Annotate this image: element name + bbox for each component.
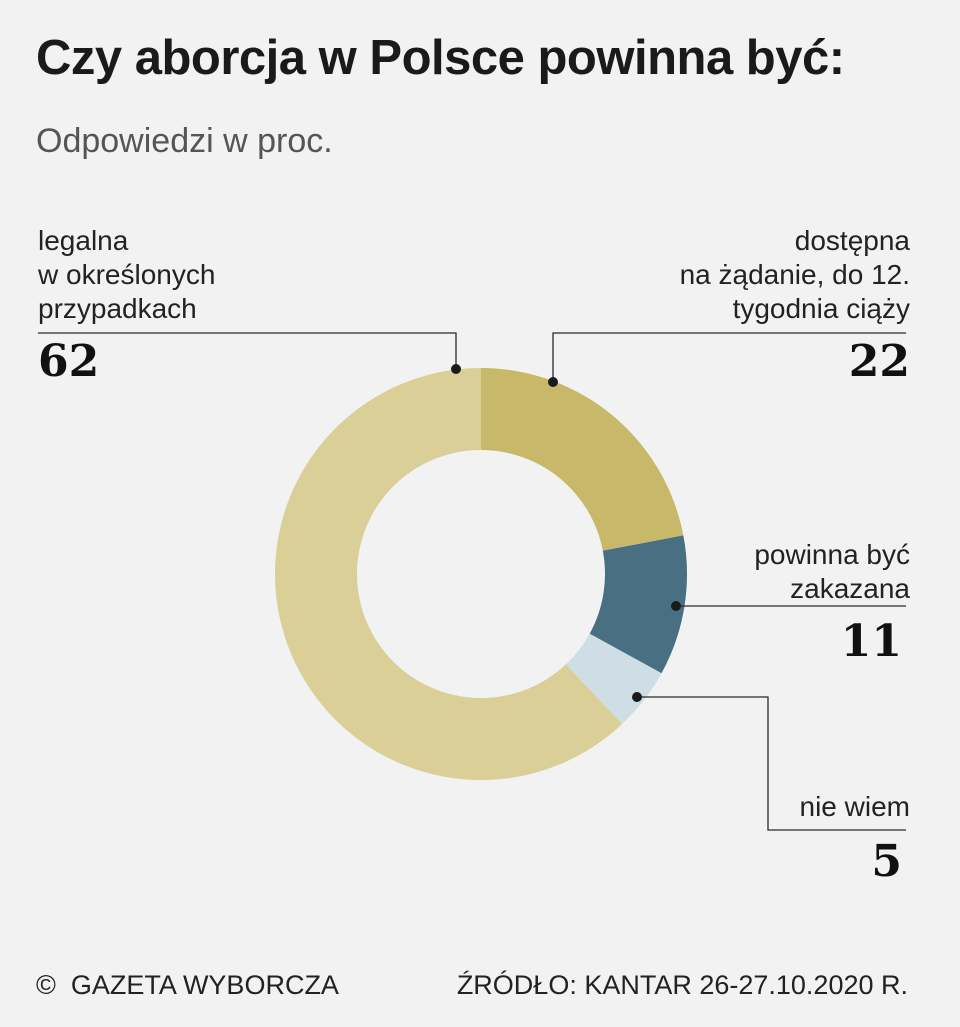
leader-line-legalna xyxy=(38,332,457,369)
leader-line-nie-wiem xyxy=(637,696,906,831)
footer-copyright: © GAZETA WYBORCZA xyxy=(36,970,339,1001)
slice-label-zakazana: powinna być zakazana xyxy=(754,539,910,604)
leader-dot-zakazana xyxy=(671,601,681,611)
slice-label-legalna: legalna w określonych przypadkach xyxy=(38,225,216,324)
leader-dot-legalna xyxy=(451,364,461,374)
slice-label-nie-wiem: nie wiem xyxy=(799,791,910,822)
slice-value-zakazana: 11 xyxy=(840,616,902,667)
copyright-icon: © xyxy=(36,970,56,1000)
leader-lines xyxy=(38,332,906,831)
slice-value-dostepna: 22 xyxy=(848,336,910,387)
slice-value-nie-wiem: 5 xyxy=(871,836,902,887)
donut-slice-dostepna xyxy=(481,368,684,551)
leader-dot-dostepna xyxy=(548,377,558,387)
chart-title: Czy aborcja w Polsce powinna być: xyxy=(36,31,845,85)
donut-slice-legalna xyxy=(274,368,623,781)
slice-value-legalna: 62 xyxy=(38,336,100,387)
chart-subtitle: Odpowiedzi w proc. xyxy=(36,122,333,160)
donut-slice-zakazana xyxy=(589,535,687,674)
footer-source: ŹRÓDŁO: KANTAR 26-27.10.2020 R. xyxy=(456,970,908,1000)
donut-slices xyxy=(274,368,687,781)
slice-label-dostepna: dostępna na żądanie, do 12. tygodnia cią… xyxy=(679,225,910,324)
footer-brand: GAZETA WYBORCZA xyxy=(70,970,339,1000)
leader-line-dostepna xyxy=(552,332,906,382)
leader-dot-nie-wiem xyxy=(632,692,642,702)
